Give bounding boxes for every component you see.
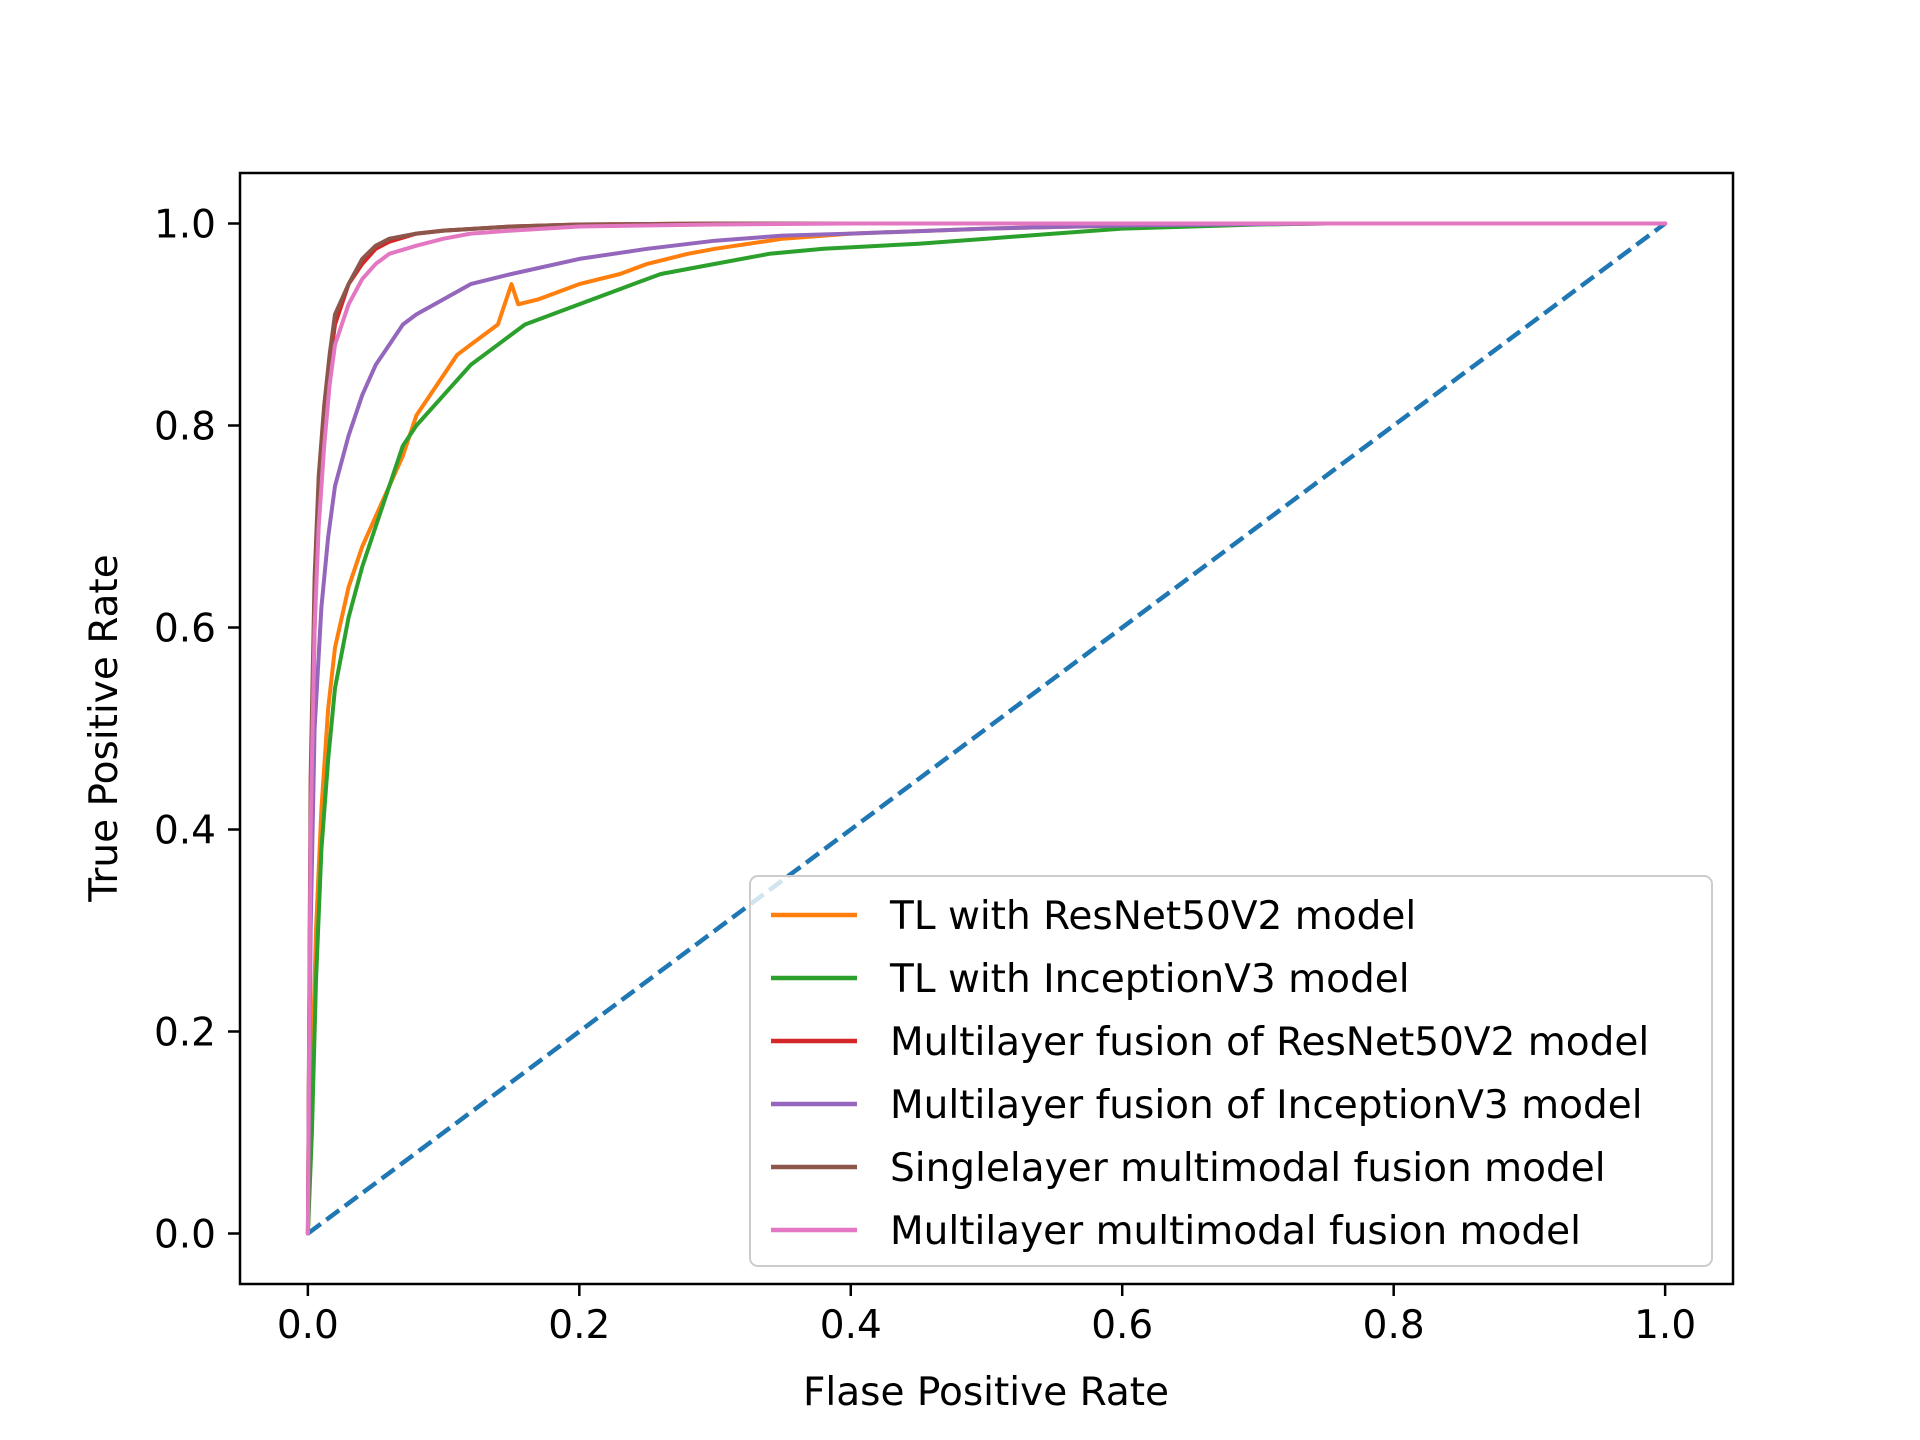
y-axis-label: True Positive Rate <box>82 554 127 902</box>
y-axis: 0.0 0.2 0.4 0.6 0.8 1.0 <box>154 203 240 1258</box>
legend-frame <box>749 875 1713 1267</box>
y-tick-label: 0.8 <box>154 405 216 450</box>
x-tick-label: 0.8 <box>1363 1303 1425 1348</box>
legend-entries: TL with ResNet50V2 model TL with Inceptio… <box>771 894 1649 1254</box>
x-tick-label: 0.6 <box>1091 1303 1153 1348</box>
series-line-4 <box>305 221 1668 1236</box>
legend: TL with ResNet50V2 model TL with Inceptio… <box>749 875 1713 1267</box>
x-axis: 0.0 0.2 0.4 0.6 0.8 1.0 <box>277 1284 1696 1348</box>
legend-label: Multilayer multimodal fusion model <box>890 1209 1581 1254</box>
x-axis-label: Flase Positive Rate <box>803 1370 1169 1415</box>
x-tick-label: 0.4 <box>820 1303 882 1348</box>
y-tick-label: 0.0 <box>154 1213 216 1258</box>
chance-diagonal-line <box>306 221 1667 1236</box>
plot-frame <box>238 171 1735 1286</box>
series-line-5 <box>305 221 1668 1236</box>
y-tick-label: 0.2 <box>154 1011 216 1056</box>
y-tick-label: 1.0 <box>154 203 216 248</box>
series-line-0 <box>305 221 1668 1236</box>
x-tick-label: 0.0 <box>277 1303 339 1348</box>
x-tick-label: 1.0 <box>1634 1303 1696 1348</box>
series-layer <box>305 221 1668 1236</box>
y-tick-label: 0.6 <box>154 607 216 652</box>
legend-label: Multilayer fusion of InceptionV3 model <box>890 1083 1643 1128</box>
legend-label: TL with InceptionV3 model <box>889 957 1410 1002</box>
x-tick-label: 0.2 <box>548 1303 610 1348</box>
plot-area <box>238 171 1735 1286</box>
series-line-1 <box>305 221 1668 1236</box>
y-tick-label: 0.4 <box>154 809 216 854</box>
legend-label: TL with ResNet50V2 model <box>889 894 1416 939</box>
legend-label: Singlelayer multimodal fusion model <box>890 1146 1606 1191</box>
series-line-3 <box>305 221 1668 1236</box>
legend-label: Multilayer fusion of ResNet50V2 model <box>890 1020 1649 1065</box>
